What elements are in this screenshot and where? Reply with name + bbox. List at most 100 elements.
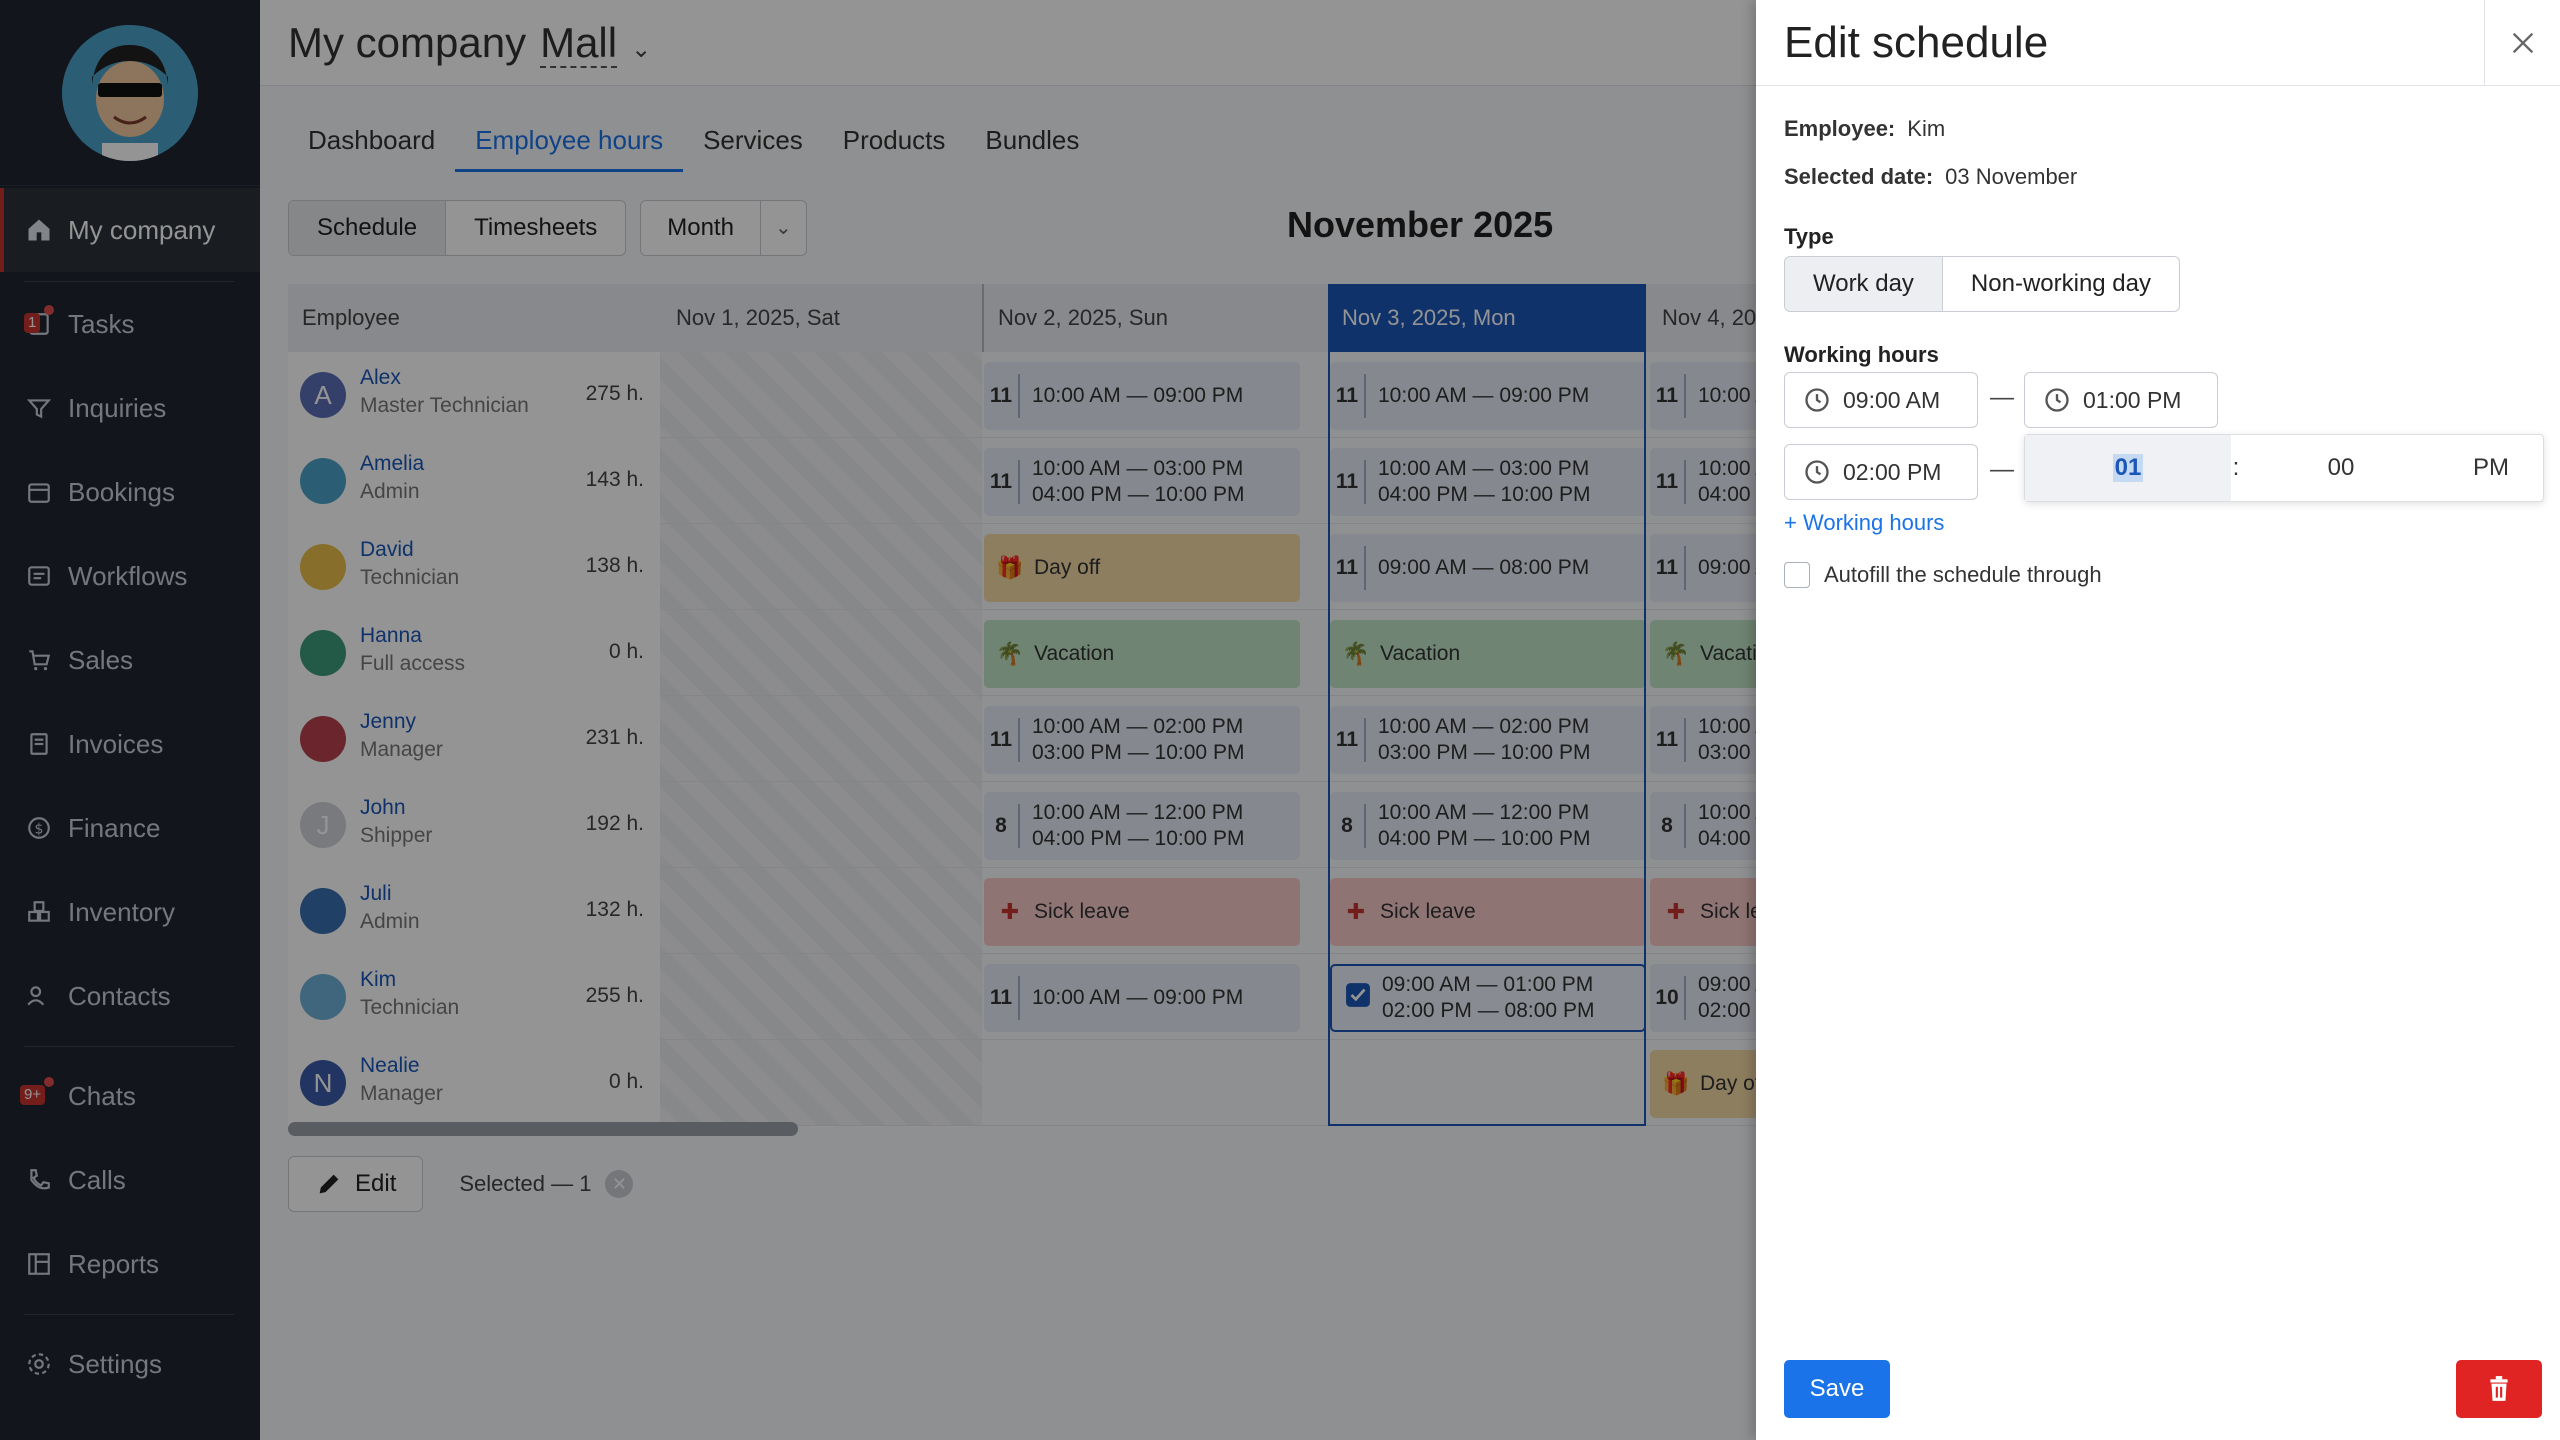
employee-name[interactable]: John xyxy=(360,796,406,819)
employee-name[interactable]: Hanna xyxy=(360,624,422,647)
column-nov-3[interactable]: Nov 3, 2025, Mon xyxy=(1328,284,1646,352)
weekend-hatch xyxy=(660,352,982,1126)
edit-button[interactable]: Edit xyxy=(288,1156,424,1212)
nav-workflows[interactable]: Workflows xyxy=(0,534,260,618)
nav-inventory[interactable]: Inventory xyxy=(0,870,260,954)
employee-name[interactable]: Nealie xyxy=(360,1054,420,1077)
add-working-hours-link[interactable]: + Working hours xyxy=(1784,510,1945,535)
shift-time: 09:00 A xyxy=(1698,556,1770,579)
range1-start-input[interactable]: 09:00 AM xyxy=(1784,372,1978,428)
nav-reports[interactable]: Reports xyxy=(0,1222,260,1306)
checkbox-checked-icon[interactable] xyxy=(1344,982,1372,1014)
clear-selection-icon[interactable]: ✕ xyxy=(605,1170,634,1198)
date-value: 03 November xyxy=(1945,164,2078,189)
range2-start-input[interactable]: 02:00 PM xyxy=(1784,444,1978,500)
range1-end-value: 01:00 PM xyxy=(2083,386,2182,413)
tab-services[interactable]: Services xyxy=(703,125,803,155)
employee-role: Manager xyxy=(360,1082,443,1105)
location-name: Mall xyxy=(540,18,618,68)
schedule-cell[interactable]: 09:00 AM — 01:00 PM 02:00 PM — 08:00 PM xyxy=(1330,964,1646,1032)
shift-hours-count: 11 xyxy=(984,718,1020,762)
schedule-cell[interactable]: 11 10:00 AM — 03:00 PM 04:00 PM — 10:00 PM xyxy=(984,448,1300,516)
tasks-badge: 1 xyxy=(24,313,41,333)
nav-settings[interactable]: Settings xyxy=(0,1322,260,1406)
employee-cell: Kim Technician 255 h. xyxy=(288,954,660,1040)
nav-calls[interactable]: Calls xyxy=(0,1138,260,1222)
employee-name[interactable]: David xyxy=(360,538,414,561)
ampm-spinner[interactable]: PM xyxy=(2473,454,2509,481)
shift-time: 10:00 AM — 09:00 PM xyxy=(1032,986,1244,1009)
schedule-cell[interactable]: ✚ Sick leave xyxy=(984,878,1300,946)
employee-name[interactable]: Jenny xyxy=(360,710,417,733)
cell-label: Vacation xyxy=(1380,642,1461,665)
schedule-cell[interactable]: 8 10:00 AM — 12:00 PM 04:00 PM — 10:00 PM xyxy=(984,792,1300,860)
employee-name[interactable]: Kim xyxy=(360,968,397,991)
shift-hours-count: 11 xyxy=(1330,718,1366,762)
schedule-cell[interactable]: ✚ Sick leave xyxy=(1330,878,1646,946)
shift-times: 09:00 AM — 08:00 PM xyxy=(1378,555,1589,581)
schedule-button[interactable]: Schedule xyxy=(289,201,447,255)
schedule-cell[interactable]: 11 10:00 AM — 02:00 PM 03:00 PM — 10:00 PM xyxy=(1330,706,1646,774)
nav-contacts[interactable]: Contacts xyxy=(0,954,260,1038)
nav-bookings[interactable]: Bookings xyxy=(0,450,260,534)
schedule-cell[interactable]: 11 10:00 AM — 02:00 PM 03:00 PM — 10:00 PM xyxy=(984,706,1300,774)
nav-chats[interactable]: 9+ Chats xyxy=(0,1054,260,1138)
schedule-cell[interactable]: 🌴 Vacation xyxy=(1330,620,1646,688)
delete-button[interactable] xyxy=(2456,1360,2542,1418)
avatar xyxy=(300,458,346,504)
user-avatar[interactable] xyxy=(62,24,198,161)
tab-dashboard[interactable]: Dashboard xyxy=(308,125,436,155)
modal-overlay[interactable] xyxy=(0,0,1756,1440)
chats-badge: 9+ xyxy=(20,1085,46,1105)
nav-sales[interactable]: Sales xyxy=(0,618,260,702)
shift-time: 04:00 PM — 10:00 PM xyxy=(1378,827,1591,850)
tab-employee-hours[interactable]: Employee hours xyxy=(455,100,684,172)
company-selector[interactable]: My company Mall ⌄ xyxy=(288,18,651,68)
tab-products[interactable]: Products xyxy=(842,125,946,155)
range-dash: — xyxy=(1990,384,2014,411)
schedule-cell[interactable]: 🎁 Day off xyxy=(984,534,1300,602)
period-select[interactable]: Month ⌄ xyxy=(640,200,807,256)
palm-icon: 🌴 xyxy=(1342,641,1370,666)
autofill-checkbox[interactable] xyxy=(1784,562,1810,588)
shift-hours-count: 11 xyxy=(1330,460,1366,504)
selected-count: Selected — 1 xyxy=(459,1171,592,1196)
employee-name[interactable]: Juli xyxy=(360,882,392,905)
nav-finance[interactable]: $ Finance xyxy=(0,786,260,870)
schedule-cell[interactable]: 11 09:00 AM — 08:00 PM xyxy=(1330,534,1646,602)
nav-tasks[interactable]: 1 Tasks xyxy=(0,282,260,366)
minute-spinner[interactable]: 00 xyxy=(2327,454,2355,481)
nav-invoices[interactable]: Invoices xyxy=(0,702,260,786)
invoice-icon xyxy=(24,729,54,759)
non-working-day-option[interactable]: Non-working day xyxy=(1970,270,2152,297)
schedule-cell[interactable]: 11 10:00 AM — 03:00 PM 04:00 PM — 10:00 PM xyxy=(1330,448,1646,516)
nav-inquiries[interactable]: Inquiries xyxy=(0,366,260,450)
horizontal-scrollbar[interactable] xyxy=(288,1122,798,1136)
hour-spinner[interactable]: 01 xyxy=(2025,435,2231,501)
employee-role: Technician xyxy=(360,996,460,1019)
home-icon xyxy=(24,215,54,245)
employee-cell: A Alex Master Technician 275 h. xyxy=(288,352,660,438)
schedule-cell[interactable]: 11 10:00 AM — 09:00 PM xyxy=(984,362,1300,430)
nav-my-company[interactable]: My company xyxy=(0,188,260,272)
employee-name[interactable]: Alex xyxy=(360,366,401,389)
shift-time: 10:00 AM — 12:00 PM xyxy=(1032,801,1244,824)
schedule-cell[interactable]: 🌴 Vacation xyxy=(984,620,1300,688)
schedule-cell[interactable]: 11 10:00 AM — 09:00 PM xyxy=(1330,362,1646,430)
employee-name[interactable]: Amelia xyxy=(360,452,425,475)
schedule-cell[interactable]: 11 10:00 AM — 09:00 PM xyxy=(984,964,1300,1032)
column-nov-2[interactable]: Nov 2, 2025, Sun xyxy=(982,284,1302,352)
save-button[interactable]: Save xyxy=(1784,1360,1890,1418)
calendar-icon xyxy=(24,477,54,507)
shift-hours-count: 10 xyxy=(1650,976,1686,1020)
table-row: Kim Technician 255 h. 11 10:00 AM — 09:00 PM… xyxy=(288,954,1890,1040)
shift-hours-count: 11 xyxy=(984,976,1020,1020)
autofill-option[interactable]: Autofill the schedule through xyxy=(1784,562,2102,588)
employee-hours: 138 h. xyxy=(585,554,644,577)
timesheets-button[interactable]: Timesheets xyxy=(474,214,598,241)
tab-bundles[interactable]: Bundles xyxy=(985,125,1080,155)
schedule-cell[interactable]: 8 10:00 AM — 12:00 PM 04:00 PM — 10:00 PM xyxy=(1330,792,1646,860)
close-button[interactable] xyxy=(2484,0,2560,86)
range1-end-input[interactable]: 01:00 PM xyxy=(2024,372,2218,428)
work-day-option[interactable]: Work day xyxy=(1785,257,1943,311)
